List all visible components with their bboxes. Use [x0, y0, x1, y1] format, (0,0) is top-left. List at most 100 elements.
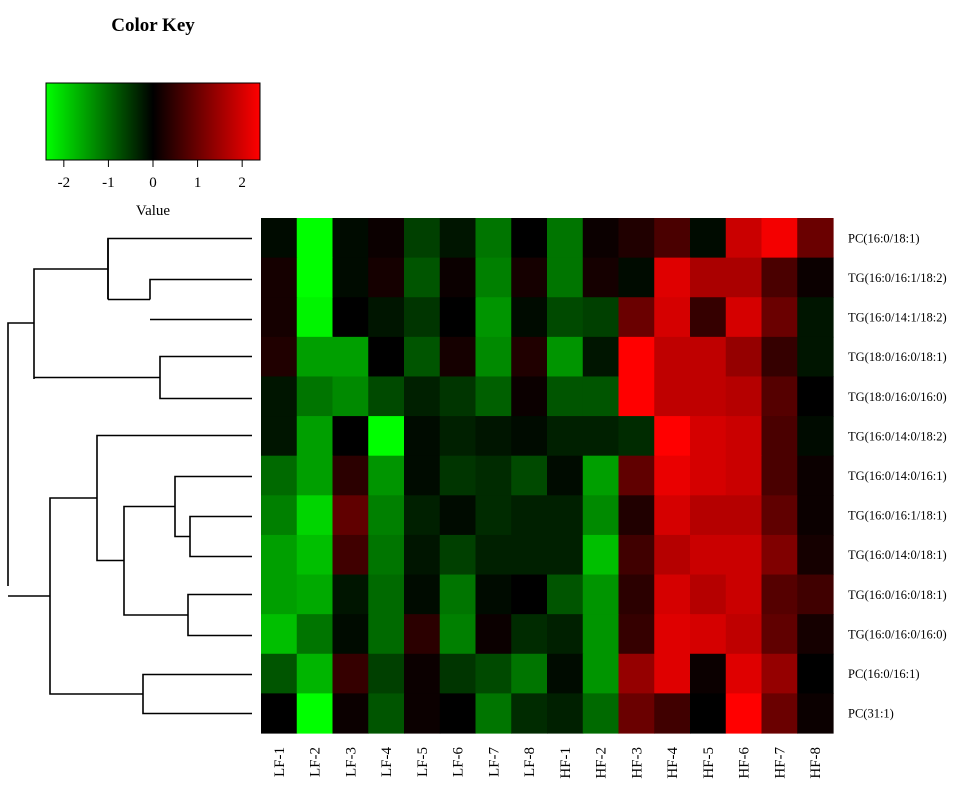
heatmap-cell [404, 693, 441, 734]
heatmap-cell [690, 257, 727, 298]
heatmap-cell [725, 574, 763, 615]
heatmap-cell [511, 574, 548, 615]
heatmap-cell [332, 218, 369, 259]
heatmap-cell [618, 614, 655, 655]
heatmap-cell [582, 534, 620, 576]
heatmap-cell [511, 653, 548, 694]
heatmap-cell [618, 416, 655, 457]
heatmap-cell [404, 495, 441, 536]
heatmap-cell [296, 257, 334, 298]
heatmap-cell [690, 455, 727, 496]
heatmap-cell [690, 376, 727, 417]
heatmap-cell [582, 336, 620, 378]
heatmap-cell [547, 653, 584, 694]
heatmap-cell [690, 297, 727, 338]
heatmap-cell [332, 574, 369, 615]
heatmap-cell [654, 336, 691, 378]
heatmap-cell [618, 574, 655, 615]
column-label: LF-6 [451, 747, 467, 778]
dendrogram-branch [33, 268, 108, 379]
heatmap-cell [261, 376, 298, 417]
heatmap-cell [261, 574, 298, 615]
heatmap-cell [368, 693, 405, 734]
heatmap-cell [404, 218, 441, 259]
heatmap-cell [654, 495, 691, 536]
heatmap-cell [511, 218, 548, 259]
heatmap-cell [547, 218, 584, 259]
heatmap-cell [690, 653, 727, 694]
heatmap-cell [797, 614, 834, 655]
heatmap-cell [582, 455, 620, 496]
heatmap-cell [296, 534, 334, 576]
color-key: Color Key -2 -1 0 1 2 Value [45, 15, 261, 219]
heatmap-cell [404, 653, 441, 694]
heatmap-cell [439, 574, 477, 615]
heatmap-cell [368, 653, 405, 694]
heatmap-cell [511, 336, 548, 378]
color-key-tick-label: -1 [102, 175, 115, 191]
column-label: LF-1 [272, 747, 288, 777]
heatmap-cell [725, 614, 763, 655]
heatmap-cell [511, 495, 548, 536]
heatmap-cell [475, 653, 512, 694]
heatmap-cell [296, 574, 334, 615]
heatmap-cell [797, 297, 834, 338]
heatmap-cell [332, 297, 369, 338]
heatmap-cell [690, 534, 727, 576]
heatmap-cell [296, 218, 334, 259]
heatmap-cell [761, 416, 798, 457]
heatmap-cell [296, 693, 334, 734]
heatmap-cell [618, 455, 655, 496]
heatmap-cell [332, 534, 369, 576]
heatmap-cell [618, 495, 655, 536]
heatmap-cell [761, 693, 798, 734]
row-label: TG(16:0/16:0/18:1) [848, 588, 947, 602]
heatmap-cell [475, 574, 512, 615]
heatmap-cell [332, 455, 369, 496]
heatmap-cell [654, 574, 691, 615]
color-key-tick-label: -2 [58, 175, 71, 191]
heatmap-cell [261, 297, 298, 338]
column-label: LF-7 [486, 747, 502, 778]
heatmap-cell [761, 614, 798, 655]
heatmap-cell [618, 297, 655, 338]
row-label: TG(18:0/16:0/16:0) [848, 390, 947, 404]
row-label: PC(16:0/16:1) [848, 667, 920, 681]
heatmap-cell [654, 257, 691, 298]
heatmap-cell [332, 257, 369, 298]
heatmap-cell [618, 653, 655, 694]
heatmap-cell [511, 257, 548, 298]
heatmap-cell [404, 455, 441, 496]
heatmap-cell [475, 534, 512, 576]
heatmap-cell [332, 495, 369, 536]
heatmap-cell [582, 495, 620, 536]
heatmap-cell [547, 336, 584, 378]
row-label: TG(16:0/14:1/18:2) [848, 311, 947, 325]
heatmap-cell [332, 376, 369, 417]
dendrogram-branch [149, 278, 252, 300]
dendrogram-branch [159, 355, 252, 400]
heatmap-cell [296, 455, 334, 496]
dendrogram-branch [107, 237, 252, 299]
dendrogram-branch [142, 673, 252, 715]
heatmap-cells [261, 218, 834, 734]
row-label: PC(16:0/18:1) [848, 231, 920, 245]
dendrogram-branch [123, 505, 188, 616]
heatmap-cell [368, 614, 405, 655]
heatmap-cell [725, 455, 763, 496]
heatmap-cell [332, 416, 369, 457]
heatmap-cell [511, 693, 548, 734]
heatmap-cell [404, 574, 441, 615]
heatmap-cell [296, 297, 334, 338]
heatmap-cell [761, 455, 798, 496]
heatmap-cell [439, 495, 477, 536]
heatmap-cell [296, 495, 334, 536]
color-key-ticks: -2 -1 0 1 2 [58, 160, 246, 191]
heatmap-cell [511, 297, 548, 338]
heatmap-cell [547, 376, 584, 417]
heatmap-cell [475, 693, 512, 734]
dendrogram-branch [174, 475, 252, 538]
heatmap-cell [797, 257, 834, 298]
